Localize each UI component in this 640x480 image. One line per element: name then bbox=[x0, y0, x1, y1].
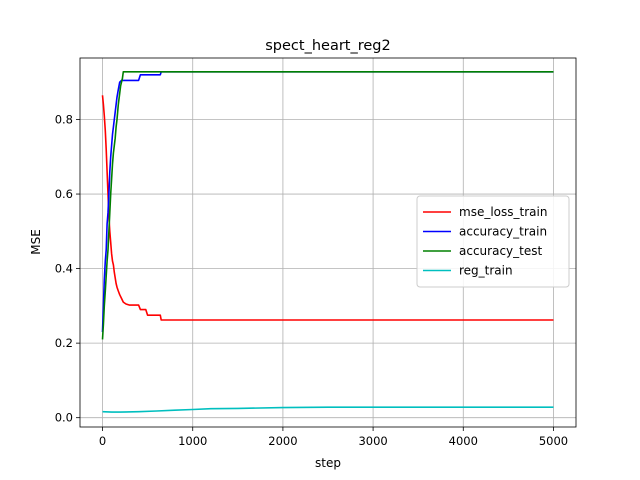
chart-title: spect_heart_reg2 bbox=[265, 38, 390, 54]
legend-label: mse_loss_train bbox=[459, 205, 547, 219]
y-tick-label: 0.2 bbox=[55, 336, 73, 350]
x-tick-label: 4000 bbox=[449, 434, 478, 448]
series-layer bbox=[101, 71, 554, 413]
ticks: 0 1000 2000 3000 4000 5000 0.0 0.2 0.4 0.6 0.8 bbox=[55, 113, 568, 449]
plot-frame bbox=[79, 57, 577, 428]
x-tick-label: 5000 bbox=[539, 434, 568, 448]
series-line-reg-train bbox=[102, 406, 554, 413]
legend-label: reg_train bbox=[459, 264, 513, 278]
x-tick-label: 1000 bbox=[178, 434, 207, 448]
x-tick-label: 0 bbox=[99, 434, 106, 448]
x-tick-label: 2000 bbox=[268, 434, 297, 448]
legend: mse_loss_train accuracy_train accuracy_tes… bbox=[416, 195, 570, 288]
y-tick-label: 0.8 bbox=[55, 113, 73, 127]
y-tick-label: 0.4 bbox=[55, 262, 73, 276]
legend-label: accuracy_test bbox=[459, 244, 542, 258]
y-axis-label: MSE bbox=[29, 229, 43, 255]
y-tick-label: 0.6 bbox=[55, 187, 73, 201]
series-line-accuracy-test bbox=[101, 71, 554, 340]
y-tick-label: 0.0 bbox=[55, 411, 73, 425]
x-axis-label: step bbox=[315, 456, 341, 470]
x-tick-label: 3000 bbox=[358, 434, 387, 448]
legend-box bbox=[416, 195, 570, 288]
legend-label: accuracy_train bbox=[459, 225, 547, 239]
